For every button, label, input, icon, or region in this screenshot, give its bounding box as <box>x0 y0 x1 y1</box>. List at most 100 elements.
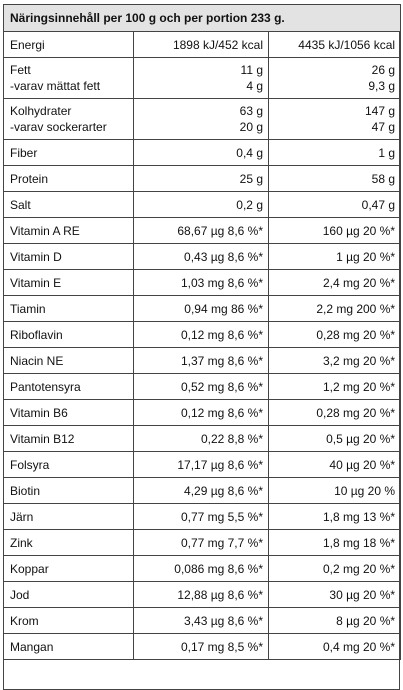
nutrient-row: Folsyra 17,17 µg 8,6 %* 40 µg 20 %* <box>3 451 402 478</box>
nutrient-row: Protein 25 g 58 g <box>3 165 402 192</box>
per-100g-value-cell: 0,086 mg 8,6 %* <box>133 555 269 582</box>
nutrient-row: Tiamin 0,94 mg 86 %* 2,2 mg 200 %* <box>3 295 402 322</box>
per-100g-value: 0,77 mg 7,7 %* <box>180 535 263 550</box>
per-100g-value: 0,086 mg 8,6 %* <box>174 561 263 576</box>
per-100g-value: 4,29 µg 8,6 %* <box>184 483 263 498</box>
nutrient-row: Energi 1898 kJ/452 kcal 4435 kJ/1056 kcal <box>3 31 402 58</box>
nutrient-row: Pantotensyra 0,52 mg 8,6 %* 1,2 mg 20 %* <box>3 373 402 400</box>
per-portion-value: 1,2 mg 20 %* <box>322 379 396 394</box>
nutrient-name-cell: Vitamin A RE <box>3 217 134 244</box>
per-portion-value-cell: 4435 kJ/1056 kcal <box>267 31 402 58</box>
per-100g-value-cell: 11 g 4 g <box>133 57 269 99</box>
per-100g-value: 4 g <box>246 79 263 93</box>
per-portion-value: 26 g <box>371 63 396 77</box>
per-100g-value: 0,12 mg 8,6 %* <box>180 405 263 420</box>
nutrient-row: Salt 0,2 g 0,47 g <box>3 191 402 218</box>
per-100g-value: 25 g <box>239 171 263 186</box>
nutrient-row: Zink 0,77 mg 7,7 %* 1,8 mg 18 %* <box>3 529 402 556</box>
nutrient-name-cell: Vitamin B6 <box>3 399 134 426</box>
per-portion-value-cell: 1 g <box>267 139 402 166</box>
nutrient-name-cell: Krom <box>3 607 134 634</box>
per-portion-value-cell: 0,5 µg 20 %* <box>267 425 402 452</box>
per-100g-value-cell: 0,94 mg 86 %* <box>133 295 269 322</box>
nutrient-row: Mangan 0,17 mg 8,5 %* 0,4 mg 20 %* <box>3 633 402 660</box>
nutrient-row: Niacin NE 1,37 mg 8,6 %* 3,2 mg 20 %* <box>3 347 402 374</box>
nutrient-name-cell: Kolhydrater -varav sockerarter <box>3 98 134 140</box>
nutrient-row: Fett -varav mättat fett 11 g 4 g 26 g 9,3 g <box>3 57 402 99</box>
per-100g-value: 0,43 µg 8,6 %* <box>184 249 263 264</box>
nutrient-name: Fett <box>10 63 31 77</box>
nutrient-name-cell: Vitamin D <box>3 243 134 270</box>
nutrient-name: Krom <box>10 613 39 628</box>
nutrient-name-cell: Jod <box>3 581 134 608</box>
nutrient-name: Tiamin <box>10 301 46 316</box>
per-portion-value-cell: 8 µg 20 %* <box>267 607 402 634</box>
per-portion-value: 40 µg 20 %* <box>329 457 396 472</box>
nutrient-name-cell: Folsyra <box>3 451 134 478</box>
per-portion-value-cell: 58 g <box>267 165 402 192</box>
nutrient-name-cell: Järn <box>3 503 134 530</box>
per-portion-value-cell: 0,28 mg 20 %* <box>267 321 402 348</box>
per-portion-value-cell: 30 µg 20 %* <box>267 581 402 608</box>
per-100g-value: 1,37 mg 8,6 %* <box>180 353 263 368</box>
nutrient-name: Vitamin B6 <box>10 405 68 420</box>
per-portion-value: 1 µg 20 %* <box>336 249 396 264</box>
per-portion-value: 58 g <box>371 171 396 186</box>
per-100g-value: 68,67 µg 8,6 %* <box>177 223 263 238</box>
per-100g-value-cell: 1898 kJ/452 kcal <box>133 31 269 58</box>
per-100g-value: 0,52 mg 8,6 %* <box>180 379 263 394</box>
nutrient-name: Vitamin B12 <box>10 431 75 446</box>
nutrition-table: Näringsinnehåll per 100 g och per portio… <box>2 4 402 660</box>
nutrient-name-cell: Fiber <box>3 139 134 166</box>
nutrient-row: Krom 3,43 µg 8,6 %* 8 µg 20 %* <box>3 607 402 634</box>
nutrient-name-cell: Koppar <box>3 555 134 582</box>
nutrient-name: Fiber <box>10 145 38 160</box>
nutrient-name: Biotin <box>10 483 41 498</box>
per-portion-value-cell: 2,2 mg 200 %* <box>267 295 402 322</box>
per-100g-value-cell: 0,2 g <box>133 191 269 218</box>
per-100g-value-cell: 0,12 mg 8,6 %* <box>133 399 269 426</box>
table-title-row: Näringsinnehåll per 100 g och per portio… <box>2 4 402 32</box>
nutrient-name-cell: Zink <box>3 529 134 556</box>
per-100g-value-cell: 1,37 mg 8,6 %* <box>133 347 269 374</box>
per-100g-value-cell: 0,22 8,8 %* <box>133 425 269 452</box>
per-100g-value-cell: 3,43 µg 8,6 %* <box>133 607 269 634</box>
per-portion-value: 0,2 mg 20 %* <box>322 561 396 576</box>
nutrient-name: Folsyra <box>10 457 50 472</box>
per-portion-value: 30 µg 20 %* <box>329 587 396 602</box>
per-100g-value-cell: 0,52 mg 8,6 %* <box>133 373 269 400</box>
per-portion-value-cell: 1 µg 20 %* <box>267 243 402 270</box>
table-title: Näringsinnehåll per 100 g och per portio… <box>2 4 402 32</box>
per-100g-value-cell: 0,12 mg 8,6 %* <box>133 321 269 348</box>
per-100g-value-cell: 0,43 µg 8,6 %* <box>133 243 269 270</box>
per-portion-value: 0,47 g <box>361 197 396 212</box>
per-portion-value-cell: 1,2 mg 20 %* <box>267 373 402 400</box>
nutrient-row: Jod 12,88 µg 8,6 %* 30 µg 20 %* <box>3 581 402 608</box>
per-100g-value: 0,17 mg 8,5 %* <box>180 639 263 654</box>
nutrient-row: Vitamin D 0,43 µg 8,6 %* 1 µg 20 %* <box>3 243 402 270</box>
per-portion-value-cell: 0,28 mg 20 %* <box>267 399 402 426</box>
nutrient-name-cell: Vitamin B12 <box>3 425 134 452</box>
nutrient-name-cell: Biotin <box>3 477 134 504</box>
per-portion-value: 4435 kJ/1056 kcal <box>298 37 396 52</box>
per-portion-value: 9,3 g <box>368 79 396 93</box>
nutrient-name-cell: Pantotensyra <box>3 373 134 400</box>
per-portion-value-cell: 1,8 mg 13 %* <box>267 503 402 530</box>
per-portion-value-cell: 1,8 mg 18 %* <box>267 529 402 556</box>
per-100g-value-cell: 25 g <box>133 165 269 192</box>
per-100g-value: 0,77 mg 5,5 %* <box>180 509 263 524</box>
nutrient-name: Järn <box>10 509 34 524</box>
nutrient-name: Jod <box>10 587 30 602</box>
nutrient-name-cell: Riboflavin <box>3 321 134 348</box>
nutrient-name-cell: Protein <box>3 165 134 192</box>
per-portion-value: 2,2 mg 200 %* <box>316 301 396 316</box>
per-portion-value-cell: 0,4 mg 20 %* <box>267 633 402 660</box>
per-portion-value: 10 µg 20 % <box>334 483 396 498</box>
per-portion-value: 1 g <box>378 145 396 160</box>
nutrient-row: Biotin 4,29 µg 8,6 %* 10 µg 20 % <box>3 477 402 504</box>
per-100g-value: 0,2 g <box>236 197 263 212</box>
nutrient-row: Vitamin B12 0,22 8,8 %* 0,5 µg 20 %* <box>3 425 402 452</box>
nutrient-name: Niacin NE <box>10 353 64 368</box>
nutrient-name: Vitamin E <box>10 275 62 290</box>
per-100g-value-cell: 4,29 µg 8,6 %* <box>133 477 269 504</box>
